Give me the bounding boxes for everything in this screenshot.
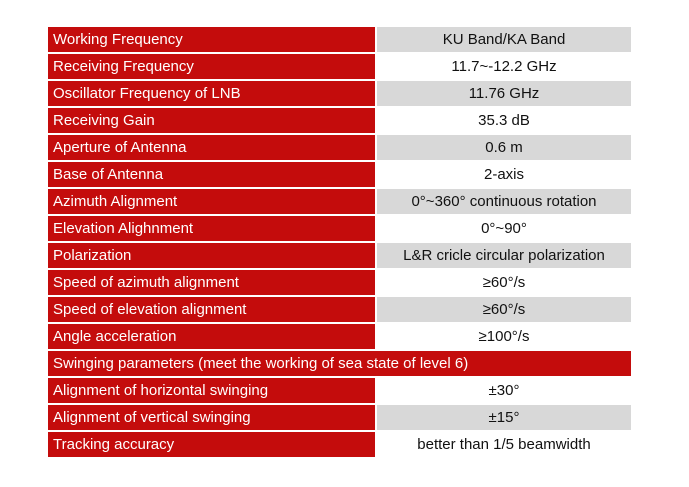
row-value: 35.3 dB <box>377 108 631 135</box>
row-label: Tracking accuracy <box>48 432 377 459</box>
table-row: Oscillator Frequency of LNB 11.76 GHz <box>48 81 631 108</box>
table-row: Speed of azimuth alignment ≥60°/s <box>48 270 631 297</box>
row-label: Azimuth Alignment <box>48 189 377 216</box>
row-label: Elevation Alighnment <box>48 216 377 243</box>
table-row: Azimuth Alignment 0°~360° continuous rot… <box>48 189 631 216</box>
table-row: Aperture of Antenna 0.6 m <box>48 135 631 162</box>
row-value: 2-axis <box>377 162 631 189</box>
row-label: Speed of azimuth alignment <box>48 270 377 297</box>
row-value: 11.7~-12.2 GHz <box>377 54 631 81</box>
row-value: ±15° <box>377 405 631 432</box>
row-label: Working Frequency <box>48 27 377 54</box>
row-value: ≥100°/s <box>377 324 631 351</box>
row-label: Receiving Gain <box>48 108 377 135</box>
table-row: Angle acceleration ≥100°/s <box>48 324 631 351</box>
row-label: Polarization <box>48 243 377 270</box>
row-label: Aperture of Antenna <box>48 135 377 162</box>
row-value: ±30° <box>377 378 631 405</box>
row-value: KU Band/KA Band <box>377 27 631 54</box>
row-label: Angle acceleration <box>48 324 377 351</box>
table-row: Elevation Alighnment 0°~90° <box>48 216 631 243</box>
specification-table: Working Frequency KU Band/KA Band Receiv… <box>48 27 631 459</box>
table-row: Alignment of vertical swinging ±15° <box>48 405 631 432</box>
row-value: L&R cricle circular polarization <box>377 243 631 270</box>
row-value: ≥60°/s <box>377 297 631 324</box>
row-label: Oscillator Frequency of LNB <box>48 81 377 108</box>
table-row: Receiving Frequency 11.7~-12.2 GHz <box>48 54 631 81</box>
table-row: Polarization L&R cricle circular polariz… <box>48 243 631 270</box>
row-label: Base of Antenna <box>48 162 377 189</box>
table-row: Receiving Gain 35.3 dB <box>48 108 631 135</box>
row-value: 0°~90° <box>377 216 631 243</box>
row-value: 0°~360° continuous rotation <box>377 189 631 216</box>
row-label: Speed of elevation alignment <box>48 297 377 324</box>
table-row: Alignment of horizontal swinging ±30° <box>48 378 631 405</box>
row-label: Alignment of horizontal swinging <box>48 378 377 405</box>
row-value: 0.6 m <box>377 135 631 162</box>
row-label: Alignment of vertical swinging <box>48 405 377 432</box>
table-row: Base of Antenna 2-axis <box>48 162 631 189</box>
row-value: ≥60°/s <box>377 270 631 297</box>
section-header-row: Swinging parameters (meet the working of… <box>48 351 631 378</box>
row-value: better than 1/5 beamwidth <box>377 432 631 459</box>
table-row: Speed of elevation alignment ≥60°/s <box>48 297 631 324</box>
table-row: Working Frequency KU Band/KA Band <box>48 27 631 54</box>
section-header: Swinging parameters (meet the working of… <box>48 351 631 378</box>
row-value: 11.76 GHz <box>377 81 631 108</box>
table-row: Tracking accuracy better than 1/5 beamwi… <box>48 432 631 459</box>
row-label: Receiving Frequency <box>48 54 377 81</box>
